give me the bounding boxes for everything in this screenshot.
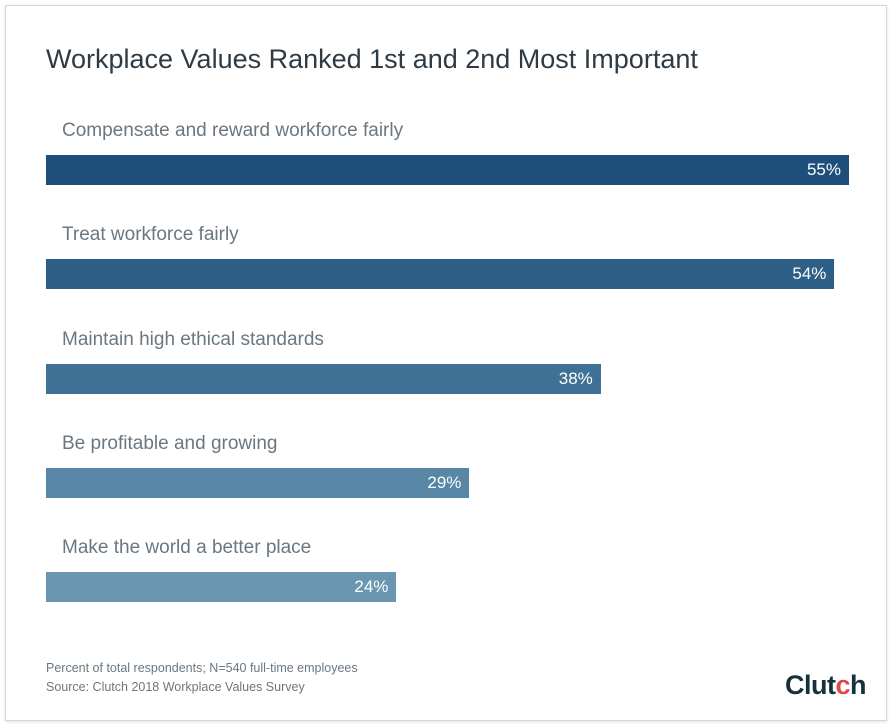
category-label: Compensate and reward workforce fairly [62,120,404,141]
bar [46,155,849,185]
bar [46,572,397,602]
category-label: Treat workforce fairly [62,224,239,246]
data-label: 54% [792,264,827,284]
chart-frame [5,5,887,721]
data-label: 24% [354,577,389,596]
category-label: Maintain high ethical standards [62,328,324,350]
bar [46,259,835,290]
clutch-logo: Clutch [785,670,867,700]
footnote: Percent of total respondents; N=540 full… [46,661,358,675]
category-label: Make the world a better place [62,537,312,558]
data-label: 38% [558,368,593,388]
data-label: 55% [806,160,841,179]
bar [46,363,601,394]
source-note: Source: Clutch 2018 Workplace Values Sur… [46,680,305,694]
bar [46,467,470,498]
chart-title: Workplace Values Ranked 1st and 2nd Most… [46,44,698,74]
data-label: 29% [427,472,462,492]
category-label: Be profitable and growing [62,432,278,454]
